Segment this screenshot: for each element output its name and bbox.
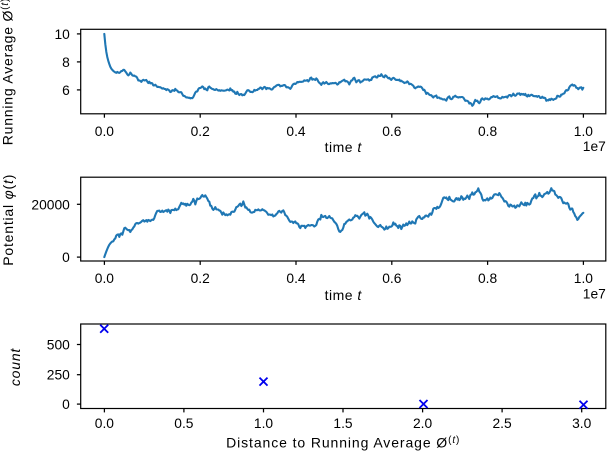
svg-text:0.4: 0.4 — [286, 271, 306, 286]
svg-text:1e7: 1e7 — [583, 286, 606, 301]
svg-text:8: 8 — [62, 55, 70, 70]
svg-text:1.0: 1.0 — [574, 271, 594, 286]
svg-text:250: 250 — [47, 368, 70, 383]
svg-text:0.2: 0.2 — [191, 124, 210, 139]
svg-text:time t: time t — [325, 139, 363, 155]
svg-text:20000: 20000 — [31, 197, 70, 212]
svg-text:1e7: 1e7 — [583, 139, 606, 154]
svg-text:0.6: 0.6 — [382, 271, 402, 286]
svg-text:2.5: 2.5 — [493, 416, 513, 431]
svg-text:0.2: 0.2 — [191, 271, 210, 286]
svg-text:1.0: 1.0 — [254, 416, 274, 431]
svg-text:Running Average Ø(t): Running Average Ø(t) — [0, 0, 16, 145]
svg-text:3.0: 3.0 — [572, 416, 592, 431]
svg-text:1.0: 1.0 — [574, 124, 594, 139]
svg-text:Potential φ(t): Potential φ(t) — [0, 174, 16, 266]
svg-text:1.5: 1.5 — [333, 416, 353, 431]
svg-text:0.0: 0.0 — [95, 124, 115, 139]
svg-text:0.6: 0.6 — [382, 124, 402, 139]
svg-text:time t: time t — [325, 287, 363, 303]
svg-text:10: 10 — [54, 27, 70, 42]
svg-text:count: count — [7, 348, 23, 387]
svg-text:0: 0 — [62, 397, 70, 412]
svg-text:0.8: 0.8 — [478, 124, 498, 139]
svg-text:6: 6 — [62, 83, 70, 98]
svg-text:500: 500 — [47, 338, 70, 353]
svg-text:0.8: 0.8 — [478, 271, 498, 286]
svg-text:0.0: 0.0 — [95, 271, 115, 286]
svg-text:Distance to Running Average Ø(: Distance to Running Average Ø(t) — [226, 435, 460, 451]
svg-text:2.0: 2.0 — [413, 416, 433, 431]
svg-text:0: 0 — [62, 250, 70, 265]
svg-text:0.0: 0.0 — [95, 416, 115, 431]
svg-text:0.4: 0.4 — [286, 124, 306, 139]
svg-text:0.5: 0.5 — [174, 416, 194, 431]
